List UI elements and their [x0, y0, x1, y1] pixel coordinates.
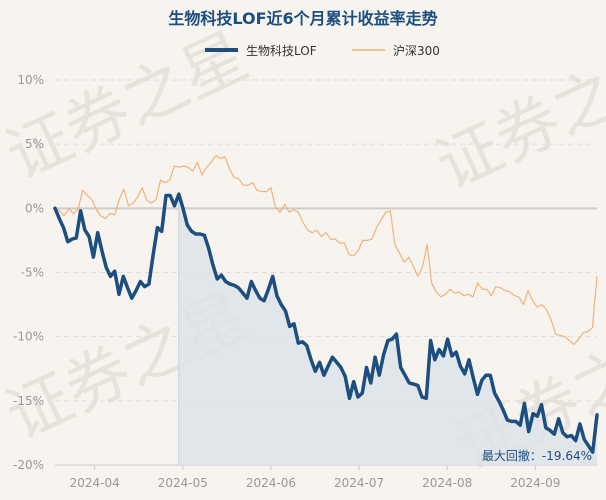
y-tick-label: -15% [13, 394, 44, 408]
legend: 生物科技LOF 沪深300 [205, 44, 440, 58]
drawdown-area [178, 194, 597, 465]
x-tick-label: 2024-04 [70, 476, 120, 490]
x-tick-label: 2024-06 [246, 476, 296, 490]
watermark-text: 证券之星 [0, 19, 259, 194]
series-line-index [54, 155, 598, 345]
legend-label-fund: 生物科技LOF [246, 44, 317, 58]
y-tick-label: -5% [21, 266, 44, 280]
legend-label-index: 沪深300 [393, 44, 440, 58]
y-tick-label: -20% [13, 458, 44, 472]
x-axis: 2024-04 2024-05 2024-06 2024-07 2024-08 2024-… [55, 464, 597, 490]
x-tick-label: 2024-07 [334, 476, 384, 490]
series-line-fund [53, 192, 599, 454]
watermark-text: 证券之星 [425, 29, 606, 204]
y-tick-label: -10% [13, 330, 44, 344]
max-drawdown-label: 最大回撤：-19.64% [482, 448, 592, 463]
x-tick-label: 2024-08 [422, 476, 472, 490]
chart-title: 生物科技LOF近6个月累计收益率走势 [168, 9, 437, 28]
y-tick-label: 0% [25, 201, 44, 215]
drawdown-fill [178, 194, 597, 465]
y-tick-label: 10% [17, 73, 44, 87]
x-tick-label: 2024-09 [510, 476, 560, 490]
y-axis: 10% 5% 0% -5% -10% -15% -20% [13, 73, 44, 472]
y-tick-label: 5% [25, 137, 44, 151]
series-lines [53, 155, 599, 454]
x-tick-label: 2024-05 [158, 476, 208, 490]
